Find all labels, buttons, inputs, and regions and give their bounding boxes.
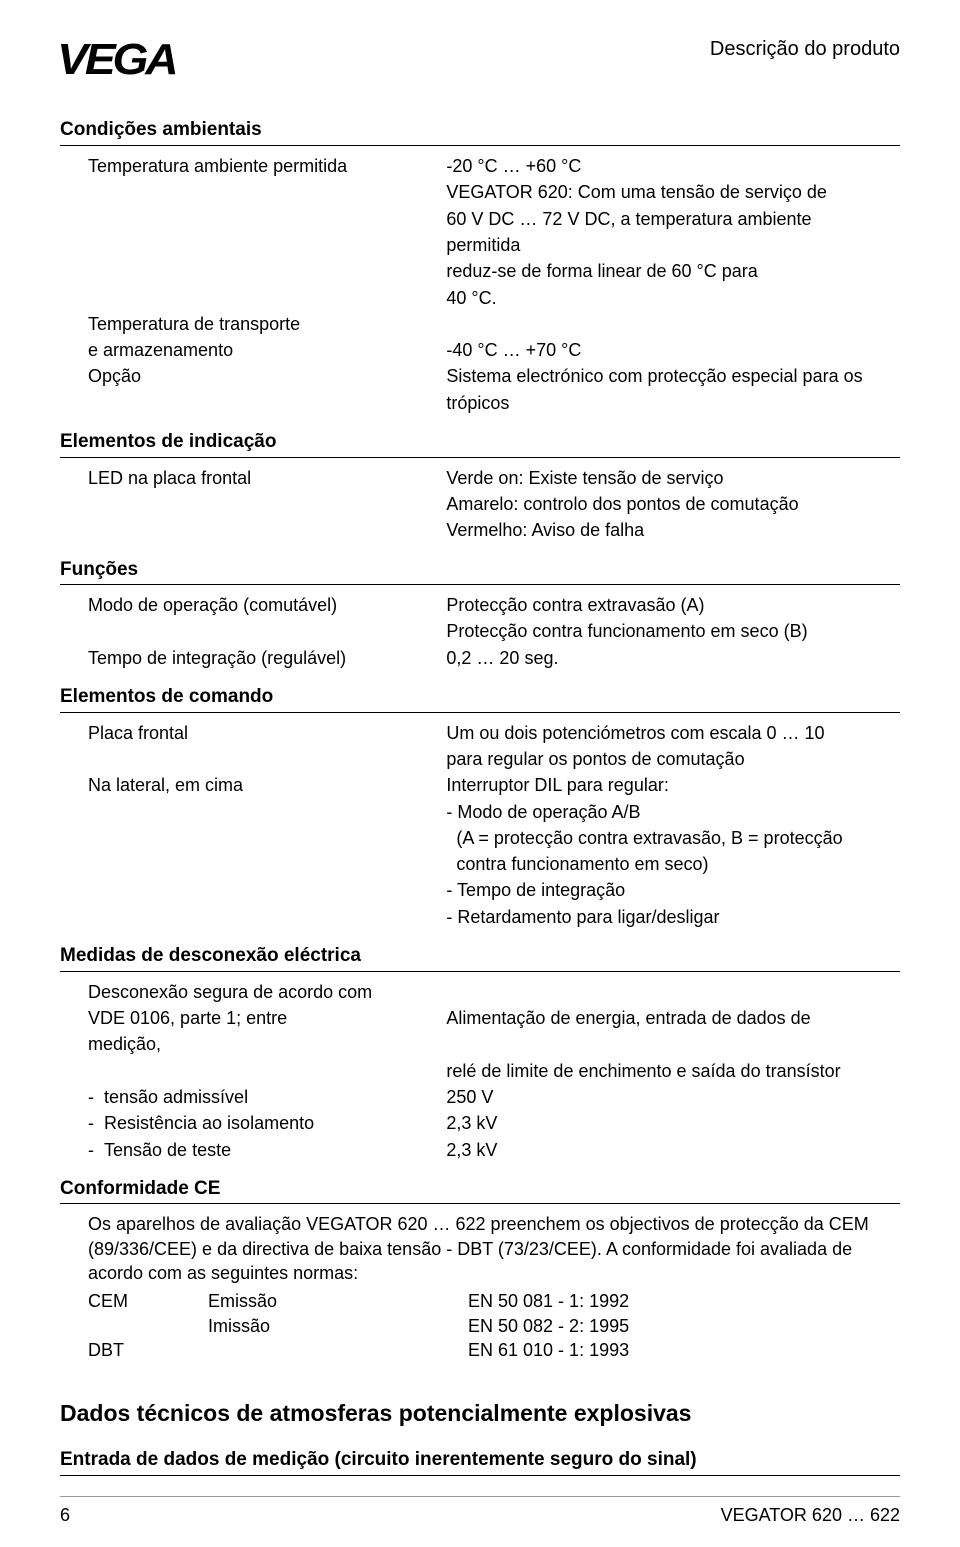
spec-value: 250 V [446, 1085, 900, 1109]
section-title-ambient: Condições ambientais [60, 117, 900, 143]
spec-label: Temperatura de transporte [60, 312, 446, 336]
spec-value: contra funcionamento em seco) [446, 852, 900, 876]
divider [60, 1203, 900, 1204]
spec-label: Placa frontal [60, 721, 446, 745]
spec-label: Opção [60, 364, 446, 388]
spec-label [60, 180, 446, 204]
spec-label [60, 878, 446, 902]
spec-label [60, 852, 446, 876]
ce-col2: Imissão [208, 1314, 468, 1338]
spec-value: Sistema electrónico com protecção especi… [446, 364, 900, 388]
ce-paragraph: Os aparelhos de avaliação VEGATOR 620 … … [60, 1212, 900, 1285]
spec-label [60, 800, 446, 824]
spec-value: - Tempo de integração [446, 878, 900, 902]
spec-value: -40 °C … +70 °C [446, 338, 900, 362]
spec-label: Na lateral, em cima [60, 773, 446, 797]
spec-value [446, 312, 900, 336]
section-title-functions: Funções [60, 557, 900, 583]
section-title-ce: Conformidade CE [60, 1176, 900, 1202]
ce-col1 [88, 1314, 208, 1338]
spec-value: - Retardamento para ligar/desligar [446, 905, 900, 929]
divider [60, 1475, 900, 1476]
divider [60, 712, 900, 713]
spec-label [60, 259, 446, 283]
header-right-text: Descrição do produto [710, 30, 900, 63]
section-title-indication: Elementos de indicação [60, 429, 900, 455]
ce-col3: EN 50 082 - 2: 1995 [468, 1314, 900, 1338]
spec-label [60, 492, 446, 516]
spec-value: (A = protecção contra extravasão, B = pr… [446, 826, 900, 850]
section-title-control: Elementos de comando [60, 684, 900, 710]
spec-value: 2,3 kV [446, 1111, 900, 1135]
section-title-disconnect: Medidas de desconexão eléctrica [60, 943, 900, 969]
ce-col1: CEM [88, 1289, 208, 1313]
spec-value: VEGATOR 620: Com uma tensão de serviço d… [446, 180, 900, 204]
spec-label [60, 391, 446, 415]
spec-value [446, 1032, 900, 1056]
spec-value: Vermelho: Aviso de falha [446, 518, 900, 542]
spec-value: Amarelo: controlo dos pontos de comutaçã… [446, 492, 900, 516]
spec-value: trópicos [446, 391, 900, 415]
spec-value [446, 980, 900, 1004]
ce-col1: DBT [88, 1338, 208, 1362]
spec-value: 40 °C. [446, 286, 900, 310]
spec-value: - Modo de operação A/B [446, 800, 900, 824]
spec-label: VDE 0106, parte 1; entre [60, 1006, 446, 1030]
spec-label: - tensão admissível [60, 1085, 446, 1109]
spec-label [60, 905, 446, 929]
spec-label: Modo de operação (comutável) [60, 593, 446, 617]
spec-value: permitida [446, 233, 900, 257]
spec-label [60, 747, 446, 771]
spec-value: relé de limite de enchimento e saída do … [446, 1059, 900, 1083]
spec-value: Verde on: Existe tensão de serviço [446, 466, 900, 490]
spec-value: reduz-se de forma linear de 60 °C para [446, 259, 900, 283]
spec-value: Um ou dois potenciómetros com escala 0 …… [446, 721, 900, 745]
spec-label: LED na placa frontal [60, 466, 446, 490]
spec-label [60, 207, 446, 231]
divider [60, 584, 900, 585]
spec-value: Protecção contra funcionamento em seco (… [446, 619, 900, 643]
ce-col2: Emissão [208, 1289, 468, 1313]
ce-col3: EN 50 081 - 1: 1992 [468, 1289, 900, 1313]
spec-value: para regular os pontos de comutação [446, 747, 900, 771]
divider [60, 457, 900, 458]
spec-label [60, 233, 446, 257]
spec-label: Temperatura ambiente permitida [60, 154, 446, 178]
spec-label: - Resistência ao isolamento [60, 1111, 446, 1135]
ce-col3: EN 61 010 - 1: 1993 [468, 1338, 900, 1362]
spec-value: 2,3 kV [446, 1138, 900, 1162]
divider [60, 145, 900, 146]
spec-value: -20 °C … +60 °C [446, 154, 900, 178]
spec-label: Tempo de integração (regulável) [60, 646, 446, 670]
section-title-measurement-input: Entrada de dados de medição (circuito in… [60, 1447, 900, 1473]
ce-col2 [208, 1338, 468, 1362]
spec-value: Protecção contra extravasão (A) [446, 593, 900, 617]
spec-value: Interruptor DIL para regular: [446, 773, 900, 797]
spec-label: e armazenamento [60, 338, 446, 362]
spec-label [60, 619, 446, 643]
big-section-title: Dados técnicos de atmosferas potencialme… [60, 1398, 900, 1429]
spec-label: - Tensão de teste [60, 1138, 446, 1162]
spec-label: Desconexão segura de acordo com [60, 980, 446, 1004]
divider [60, 971, 900, 972]
spec-label: medição, [60, 1032, 446, 1056]
spec-value: 60 V DC … 72 V DC, a temperatura ambient… [446, 207, 900, 231]
vega-logo: VEGA [57, 30, 175, 89]
spec-label [60, 518, 446, 542]
spec-value: 0,2 … 20 seg. [446, 646, 900, 670]
spec-label [60, 286, 446, 310]
spec-label [60, 1059, 446, 1083]
spec-value: Alimentação de energia, entrada de dados… [446, 1006, 900, 1030]
spec-label [60, 826, 446, 850]
